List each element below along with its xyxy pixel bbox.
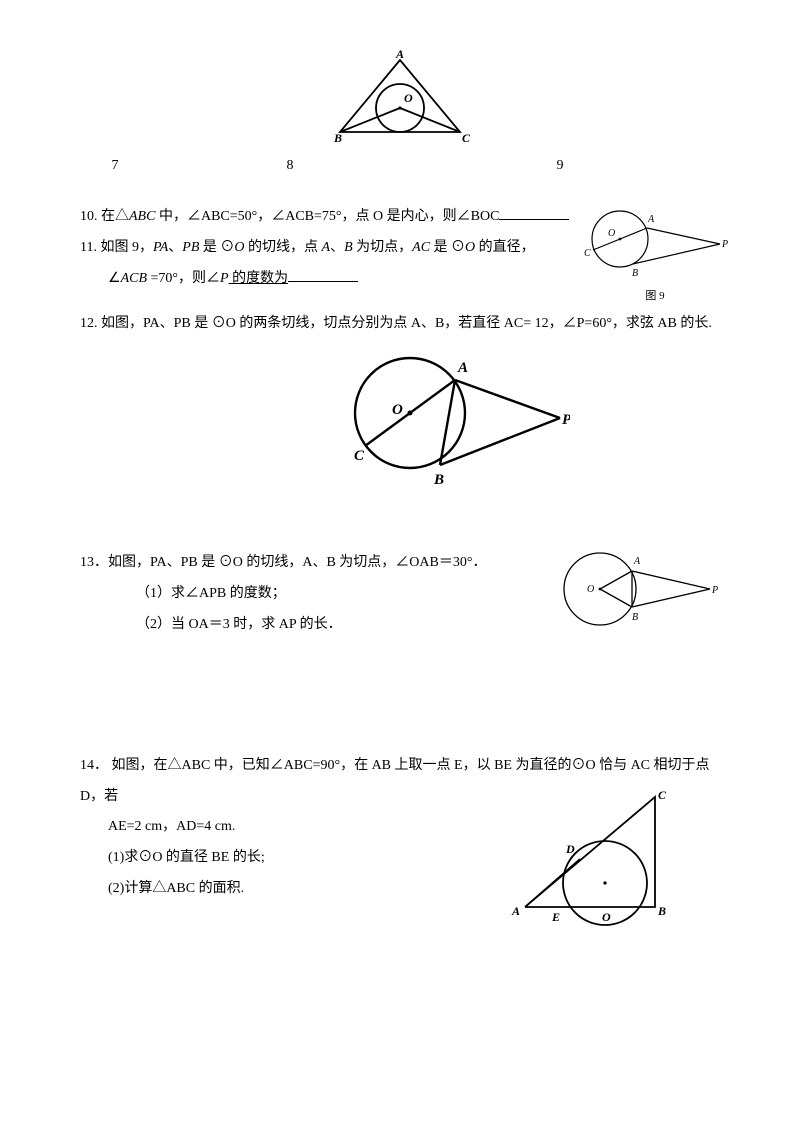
page: A B C O 7 8 9 A O P C (0, 0, 800, 945)
svg-text:C: C (658, 788, 667, 802)
figure-number-row: 7 8 9 (80, 158, 720, 174)
q10-blank (499, 205, 569, 220)
svg-text:B: B (433, 472, 444, 488)
svg-text:D: D (565, 842, 575, 856)
svg-text:O: O (587, 584, 594, 595)
svg-text:A: A (395, 50, 404, 61)
figure-8-svg: A B C O (320, 50, 480, 150)
q14-block: A E O B D C 14． 如图，在△ABC 中，已知∠ABC=90°，在 … (80, 751, 720, 905)
q12-text: 12. 如图，PA、PB 是 ⊙O 的两条切线，切点分别为点 A、B，若直径 A… (80, 312, 720, 332)
figure-8-wrap: A B C O (80, 50, 720, 150)
figure-9-caption: 图 9 (580, 284, 730, 308)
svg-text:O: O (392, 402, 403, 418)
svg-text:A: A (457, 360, 468, 376)
svg-text:C: C (354, 448, 365, 464)
svg-text:B: B (632, 268, 638, 279)
svg-text:A: A (511, 904, 520, 918)
svg-text:B: B (657, 904, 666, 918)
fig-number-9: 9 (430, 158, 690, 174)
svg-text:P: P (711, 585, 718, 596)
svg-text:B: B (333, 131, 342, 145)
fig-number-7: 7 (80, 158, 150, 174)
figure-9-svg: A O P C B (580, 194, 730, 284)
figure-14-svg: A E O B D C (510, 787, 690, 937)
svg-text:C: C (462, 131, 471, 145)
svg-text:E: E (551, 910, 560, 924)
figure-12-svg: A O P C B (340, 338, 570, 488)
figure-12-wrap: A O P C B (340, 338, 720, 488)
svg-text:P: P (721, 239, 728, 250)
figure-13-svg: A O P B (550, 542, 720, 637)
svg-text:C: C (584, 248, 591, 259)
svg-text:O: O (602, 910, 611, 924)
q11-blank (288, 267, 358, 282)
svg-text:B: B (632, 612, 638, 623)
figure-9-wrap: A O P C B 图 9 (580, 194, 730, 308)
q10-q11-block: A O P C B 图 9 10. 在△ABC 中，∠ABC=50°，∠ACB=… (80, 202, 720, 294)
q13-block: A O P B 13．如图，PA、PB 是 ⊙O 的切线，A、B 为切点，∠OA… (80, 548, 720, 640)
svg-text:P: P (562, 412, 570, 428)
figure-14-wrap: A E O B D C (510, 787, 690, 937)
svg-text:A: A (633, 556, 641, 567)
fig-number-8: 8 (150, 158, 430, 174)
svg-text:A: A (647, 214, 655, 225)
figure-13-wrap: A O P B (550, 542, 720, 637)
svg-text:O: O (404, 91, 413, 105)
svg-text:O: O (608, 228, 615, 239)
